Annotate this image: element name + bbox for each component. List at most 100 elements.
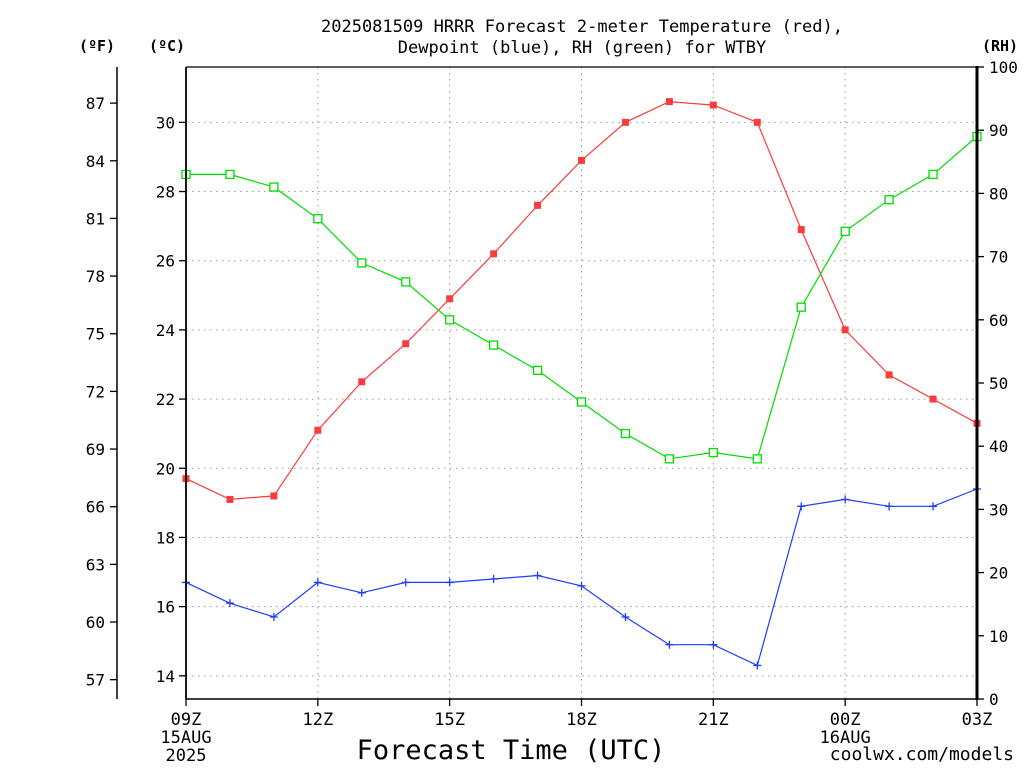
temperature-point [578,156,585,164]
temperature-point [929,395,937,403]
temperature-point [226,495,234,503]
relative-humidity-point [620,428,631,439]
rh-tick-label: 50 [989,374,1008,393]
relative-humidity-point [357,258,367,268]
fahrenheit-tick-label: 81 [86,209,105,228]
dewpoint-point [665,640,674,649]
celsius-tick-label: 30 [156,113,175,132]
watermark: coolwx.com/models [830,744,1014,765]
x-tick-label: 03Z [962,710,993,730]
celsius-unit-label: (ºC) [149,37,185,55]
rh-unit-label: (RH) [982,37,1018,55]
rh-tick-label: 80 [989,184,1008,203]
fahrenheit-unit-label: (ºF) [79,37,115,55]
dewpoint-point [269,613,278,622]
fahrenheit-tick-label: 78 [86,267,105,286]
x-tick-label: 00Z [830,710,861,730]
rh-tick-label: 10 [989,627,1008,646]
dewpoint-point [357,588,366,597]
fahrenheit-tick-label: 57 [86,671,105,690]
plot-frame [116,66,979,700]
celsius-tick-label: 22 [156,390,175,409]
fahrenheit-tick-label: 87 [86,94,105,113]
x-tick-label: 12Z [302,710,333,730]
relative-humidity-point [796,302,806,312]
x-tick-date-label: 16AUG [820,728,871,748]
fahrenheit-tick-label: 63 [86,555,105,574]
rh-tick-label: 90 [989,121,1008,140]
temperature-point [753,118,761,126]
dewpoint-point [621,613,630,622]
relative-humidity-point [488,340,499,350]
fahrenheit-tick-label: 75 [86,325,105,344]
celsius-tick-label: 26 [156,252,175,271]
rh-tick-label: 40 [989,437,1008,456]
x-tick-date-label: 15AUG [160,728,211,748]
rh-tick-label: 60 [989,311,1008,330]
temperature-point [665,98,673,106]
x-tick-label: 21Z [698,710,729,730]
fahrenheit-tick-label: 66 [86,498,105,517]
series-layer [181,98,982,670]
celsius-tick-label: 24 [156,321,175,340]
dewpoint-point [841,495,850,504]
fahrenheit-tick-label: 69 [86,440,105,459]
temperature-point [885,371,893,379]
temperature-point [358,378,366,386]
rh-tick-label: 30 [989,500,1008,519]
temperature-point [314,426,322,434]
x-tick-label: 18Z [566,710,597,730]
celsius-tick-label: 14 [156,667,175,686]
relative-humidity-point [532,365,543,376]
dewpoint-point [225,599,234,608]
dewpoint-point [929,502,938,511]
relative-humidity-point [225,169,235,180]
x-tick-label: 09Z [171,710,202,730]
relative-humidity-point [445,315,455,325]
fahrenheit-tick-label: 84 [86,152,105,171]
celsius-tick-label: 20 [156,459,175,478]
rh-tick-label: 20 [989,564,1008,583]
relative-humidity-point [576,397,587,407]
rh-tick-label: 70 [989,248,1008,267]
dewpoint-point [709,640,718,649]
relative-humidity-point [269,182,279,192]
x-axis-title: Forecast Time (UTC) [357,735,666,766]
temperature-point [270,492,278,500]
relative-humidity-point [708,447,718,458]
relative-humidity-point [401,277,411,287]
celsius-tick-label: 16 [156,598,175,617]
dewpoint-point [313,578,322,587]
x-tick-date-label: 2025 [166,746,207,766]
dewpoint-point [445,578,454,587]
dewpoint-point [533,571,542,580]
fahrenheit-tick-label: 72 [86,382,105,401]
relative-humidity-point [840,226,850,236]
dewpoint-point [577,581,586,590]
x-tick-label: 15Z [434,710,465,730]
rh-tick-label: 0 [989,690,999,709]
temperature-point [841,326,849,334]
temperature-point [709,101,717,109]
axis-ticks: 57 60 63 66 69 72 75 78 81 84 87 14 16 18 20 22 24 26 28 30… [86,58,1018,766]
temperature-point [446,295,454,303]
dewpoint-point [885,502,894,511]
relative-humidity-point [313,214,323,224]
celsius-tick-label: 28 [156,183,175,202]
relative-humidity-point [928,169,938,180]
relative-humidity-point [884,195,894,205]
rh-tick-label: 100 [989,58,1018,77]
relative-humidity-point [664,454,675,464]
temperature-point [621,118,629,126]
dewpoint-point [753,661,762,670]
relative-humidity-point [752,454,762,464]
temperature-point [797,226,805,234]
dewpoint-point [797,502,806,511]
celsius-tick-label: 18 [156,528,175,547]
temperature-point [402,340,410,348]
fahrenheit-tick-label: 60 [86,613,105,632]
temperature-point [534,201,542,209]
temperature-point [490,250,498,258]
